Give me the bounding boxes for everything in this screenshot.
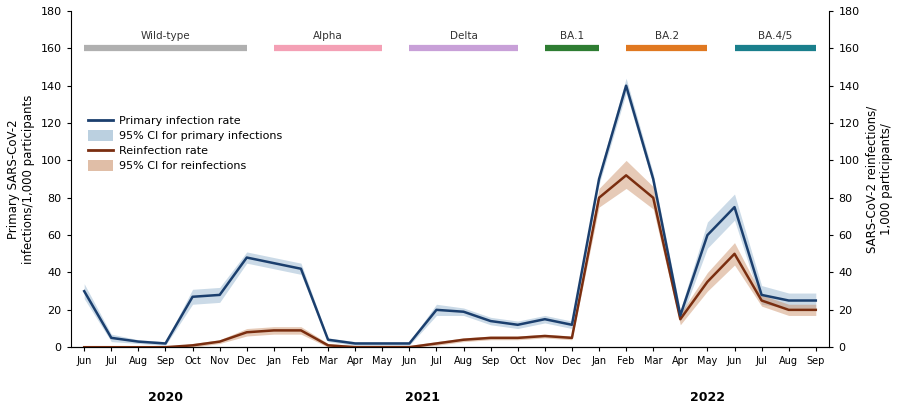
Text: BA.2: BA.2 (654, 31, 679, 41)
Text: BA.4/5: BA.4/5 (758, 31, 792, 41)
Text: Wild-type: Wild-type (140, 31, 190, 41)
Legend: Primary infection rate, 95% CI for primary infections, Reinfection rate, 95% CI : Primary infection rate, 95% CI for prima… (84, 111, 287, 176)
Text: 2020: 2020 (148, 391, 183, 404)
Text: Delta: Delta (450, 31, 478, 41)
Text: Alpha: Alpha (313, 31, 343, 41)
Y-axis label: Primary SARS-CoV-2
infections/1,000 participants: Primary SARS-CoV-2 infections/1,000 part… (7, 94, 35, 264)
Text: BA.1: BA.1 (560, 31, 584, 41)
Y-axis label: SARS-CoV-2 reinfections/
1,000 participants/: SARS-CoV-2 reinfections/ 1,000 participa… (865, 105, 893, 253)
Text: 2022: 2022 (690, 391, 725, 404)
Text: 2021: 2021 (405, 391, 440, 404)
